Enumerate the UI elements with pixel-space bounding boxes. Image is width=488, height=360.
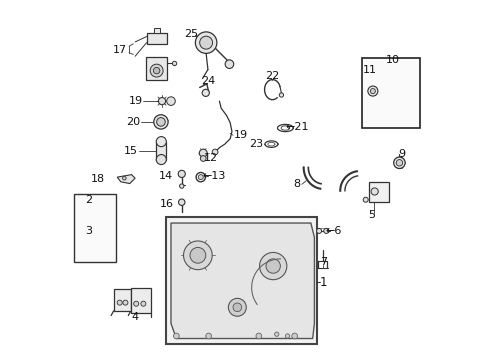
Circle shape [316, 228, 321, 233]
Circle shape [274, 332, 278, 336]
Text: 5: 5 [367, 210, 374, 220]
Circle shape [158, 98, 165, 105]
Circle shape [150, 64, 163, 77]
Circle shape [153, 115, 168, 129]
Circle shape [156, 118, 165, 126]
Circle shape [178, 170, 185, 177]
Text: 7: 7 [319, 257, 326, 267]
Text: 14: 14 [158, 171, 172, 181]
Circle shape [183, 241, 212, 270]
Circle shape [198, 175, 203, 180]
Circle shape [367, 86, 377, 96]
Text: 25: 25 [183, 29, 197, 39]
Circle shape [393, 157, 405, 168]
Circle shape [224, 60, 233, 68]
Circle shape [153, 67, 160, 74]
Text: 19: 19 [128, 96, 142, 106]
Text: 9: 9 [398, 149, 405, 159]
Circle shape [285, 334, 289, 338]
Circle shape [291, 333, 297, 339]
Text: ←21: ←21 [285, 122, 309, 132]
Circle shape [172, 61, 176, 66]
Text: 22: 22 [265, 71, 279, 81]
Circle shape [363, 197, 367, 202]
Text: 1: 1 [319, 276, 326, 289]
Circle shape [178, 199, 184, 206]
Circle shape [279, 93, 283, 97]
Text: ←13: ←13 [202, 171, 225, 181]
Circle shape [179, 184, 183, 188]
Bar [156, 141, 166, 159]
Circle shape [156, 136, 166, 147]
Circle shape [228, 298, 246, 316]
Polygon shape [117, 175, 135, 184]
Text: 19: 19 [233, 130, 247, 140]
Text: 10: 10 [386, 54, 400, 64]
Circle shape [195, 32, 217, 53]
Circle shape [122, 176, 126, 180]
Text: ←6: ←6 [325, 226, 341, 236]
Text: 16: 16 [159, 199, 173, 210]
Bar [153, 28, 159, 33]
Circle shape [190, 247, 205, 263]
Circle shape [156, 154, 166, 165]
Bar [146, 33, 166, 44]
Circle shape [122, 300, 128, 305]
Circle shape [255, 333, 261, 339]
Circle shape [173, 333, 179, 339]
Bar [368, 182, 388, 202]
Bar [74, 194, 116, 262]
Circle shape [395, 159, 402, 166]
Circle shape [369, 89, 375, 94]
Text: 18: 18 [90, 174, 104, 184]
Bar [131, 288, 150, 313]
Circle shape [370, 188, 378, 195]
Circle shape [199, 149, 207, 157]
Circle shape [202, 89, 209, 96]
Bar [145, 57, 167, 80]
Text: 3: 3 [85, 226, 92, 236]
Circle shape [233, 303, 241, 312]
Text: 24: 24 [201, 76, 215, 86]
Circle shape [212, 149, 218, 155]
Circle shape [166, 97, 175, 105]
Circle shape [323, 228, 328, 233]
Text: 2: 2 [85, 195, 92, 205]
Circle shape [199, 36, 212, 49]
Text: 15: 15 [123, 145, 137, 156]
Bar [113, 289, 131, 311]
Bar [166, 217, 316, 344]
Text: 4: 4 [131, 312, 139, 322]
Text: 11: 11 [362, 64, 376, 75]
Circle shape [259, 252, 286, 280]
Text: 12: 12 [203, 153, 217, 163]
Circle shape [141, 301, 145, 306]
Circle shape [200, 156, 206, 161]
Text: 17: 17 [112, 45, 126, 55]
Text: 8: 8 [292, 179, 300, 189]
Circle shape [133, 301, 139, 306]
Text: 20: 20 [126, 117, 140, 127]
Circle shape [205, 333, 211, 339]
Circle shape [265, 259, 280, 273]
Text: 23: 23 [249, 139, 263, 149]
Circle shape [117, 300, 122, 305]
Polygon shape [171, 223, 314, 338]
Bar [362, 58, 419, 128]
